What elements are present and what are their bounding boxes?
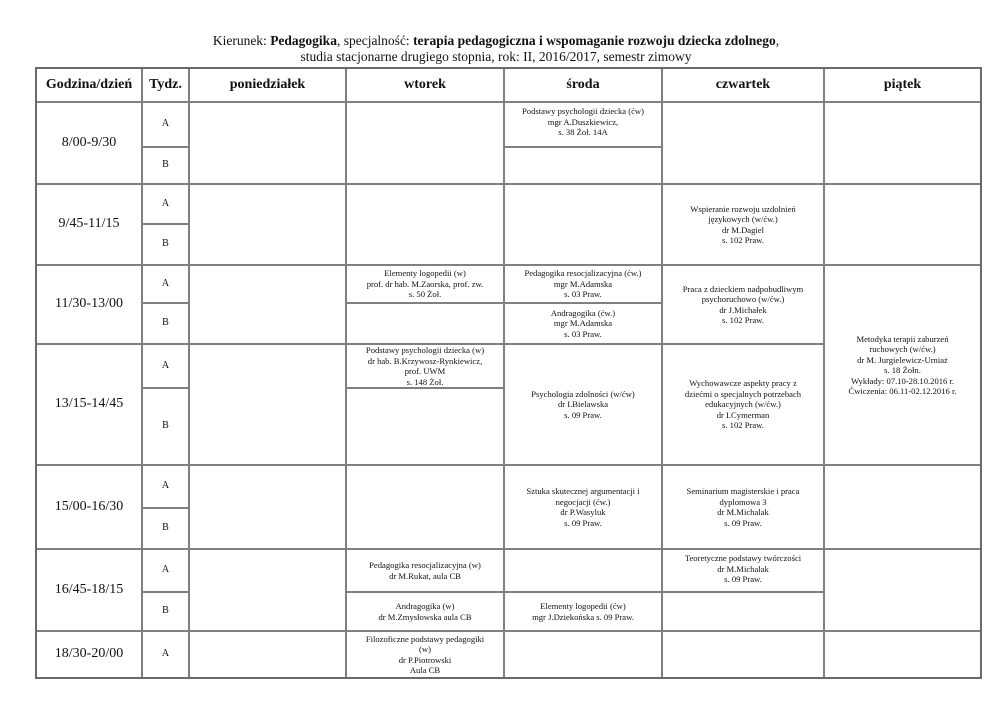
empty-cell [505,148,661,183]
class-entry: Metodyka terapii zaburzeń ruchowych (w/ć… [825,266,980,464]
time-slot: 9/45-11/15 [37,185,141,264]
timetable: Godzina/dzień Tydz. poniedziałek wtorek … [35,67,982,679]
empty-cell [505,550,661,591]
time-slot: 16/45-18/15 [37,550,141,630]
empty-cell [190,466,345,548]
specjalnosc-value: terapia pedagogiczna i wspomaganie rozwo… [413,33,776,48]
week-b: B [143,304,188,343]
class-entry: Andragogika (ćw.) mgr M.Adamska s. 03 Pr… [505,304,661,343]
empty-cell [663,593,823,630]
class-entry: Podstawy psychologii dziecka (ćw) mgr A.… [505,103,661,146]
header-thursday: czwartek [663,69,823,101]
week-a: A [143,185,188,223]
title-line2: studia stacjonarne drugiego stopnia, rok… [300,49,692,64]
time-slot: 18/30-20/00 [37,632,141,677]
class-entry: Praca z dzieckiem nadpobudliwym psychoru… [663,266,823,343]
empty-cell [190,103,345,183]
week-a: A [143,345,188,387]
class-entry: Psychologia zdolności (w/ćw) dr I.Bielaw… [505,345,661,464]
empty-cell [505,632,661,677]
header-monday: poniedziałek [190,69,345,101]
empty-cell [825,550,980,630]
class-entry: Seminarium magisterskie i praca dyplomow… [663,466,823,548]
empty-cell [190,266,345,343]
empty-cell [347,466,503,548]
class-entry: Teoretyczne podstawy twórczości dr M.Mic… [663,550,823,591]
class-entry: Pedagogika resocjalizacyjna (ćw.) mgr M.… [505,266,661,302]
empty-cell [347,304,503,343]
class-entry: Sztuka skutecznej argumentacji i negocja… [505,466,661,548]
empty-cell [190,345,345,464]
empty-cell [825,103,980,183]
time-slot: 15/00-16/30 [37,466,141,548]
title-comma: , [775,33,780,48]
time-slot: 8/00-9/30 [37,103,141,183]
class-entry: Pedagogika resocjalizacyjna (w) dr M.Ruk… [347,550,503,591]
empty-cell [825,185,980,264]
empty-cell [347,103,503,183]
week-b: B [143,389,188,464]
header-tuesday: wtorek [347,69,503,101]
class-entry: Podstawy psychologii dziecka (w) dr hab.… [347,345,503,387]
week-b: B [143,593,188,630]
week-b: B [143,509,188,548]
class-entry: Elementy logopedii (w) prof. dr hab. M.Z… [347,266,503,302]
header-week: Tydz. [143,69,188,101]
time-slot: 11/30-13/00 [37,266,141,343]
week-b: B [143,225,188,264]
empty-cell [190,550,345,630]
week-a: A [143,466,188,507]
kierunek-value: Pedagogika [270,33,337,48]
class-entry: Wspieranie rozwoju uzdolnień językowych … [663,185,823,264]
empty-cell [825,466,980,548]
week-a: A [143,550,188,591]
class-entry: Wychowawcze aspekty pracy z dziećmi o sp… [663,345,823,464]
empty-cell [347,389,503,464]
week-b: B [143,148,188,183]
week-a: A [143,103,188,146]
empty-cell [663,103,823,183]
week-a: A [143,266,188,302]
empty-cell [825,632,980,677]
specjalnosc-label: , specjalność: [336,33,414,48]
class-entry: Elementy logopedii (ćw) mgr J.Dziekońska… [505,593,661,630]
empty-cell [347,185,503,264]
empty-cell [505,185,661,264]
class-entry: Andragogika (w) dr M.Zmysłowska aula CB [347,593,503,630]
time-slot: 13/15-14/45 [37,345,141,464]
empty-cell [190,632,345,677]
document-title: Kierunek: Pedagogika, specjalność: terap… [0,33,992,65]
header-friday: piątek [825,69,980,101]
class-entry: Filozoficzne podstawy pedagogiki (w) dr … [347,632,503,677]
empty-cell [190,185,345,264]
week-a: A [143,632,188,677]
empty-cell [663,632,823,677]
header-hour: Godzina/dzień [37,69,141,101]
header-wednesday: środa [505,69,661,101]
kierunek-label: Kierunek: [212,33,271,48]
